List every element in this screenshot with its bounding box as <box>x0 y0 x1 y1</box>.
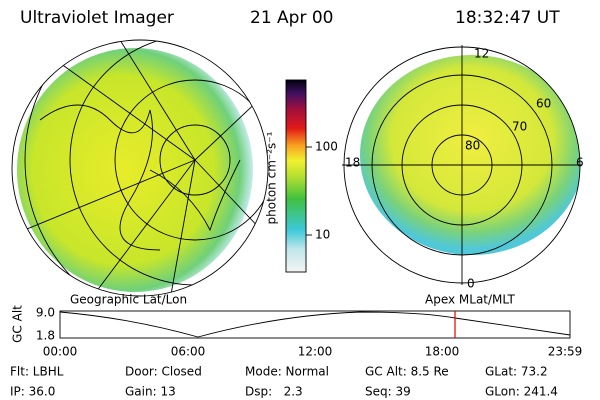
colorbar <box>285 79 312 273</box>
mlt-label: 0 <box>467 277 475 291</box>
time: 18:32:47 UT <box>455 8 560 28</box>
info-field: Gain: 13 <box>125 385 176 399</box>
apex-image <box>342 45 582 285</box>
panel-label: Geographic Lat/Lon <box>70 293 187 307</box>
x-tick: 12:00 <box>298 345 333 359</box>
lat-label: 70 <box>512 120 527 134</box>
info-field: Mode: Normal <box>245 365 329 379</box>
colorbar-label: photon cm⁻²s⁻¹ <box>265 131 279 224</box>
y-tick: 1.8 <box>36 329 55 343</box>
colorbar-tick: 100 <box>315 140 338 154</box>
info-field: IP: 36.0 <box>10 385 55 399</box>
panel-label: Apex MLat/MLT <box>425 293 515 307</box>
colorbar-tick: 10 <box>315 228 330 242</box>
y-tick: 9.0 <box>36 306 55 320</box>
info-field: GLon: 241.4 <box>485 385 558 399</box>
altitude-plot <box>59 310 571 339</box>
geographic-image <box>11 39 269 297</box>
x-tick: 06:00 <box>171 345 206 359</box>
info-field: Flt: LBHL <box>10 365 64 379</box>
x-tick: 00:00 <box>43 345 78 359</box>
info-field: GLat: 73.2 <box>485 365 548 379</box>
info-field: Door: Closed <box>125 365 202 379</box>
mlt-label: 18 <box>345 156 360 170</box>
lat-label: 60 <box>536 97 551 111</box>
x-tick: 23:59 <box>548 345 583 359</box>
info-field: Seq: 39 <box>365 385 411 399</box>
mlt-label: 6 <box>576 156 584 170</box>
mlt-label: 12 <box>474 47 489 61</box>
y-label: GC Alt <box>11 305 25 343</box>
title: Ultraviolet Imager <box>20 8 174 28</box>
info-field: Dsp: 2.3 <box>245 385 303 399</box>
info-field: GC Alt: 8.5 Re <box>365 365 449 379</box>
date: 21 Apr 00 <box>250 8 333 28</box>
info: Flt: LBHL Door: Closed Mode: Normal GC Alt:… <box>10 365 558 399</box>
lat-label: 80 <box>465 139 480 153</box>
x-tick: 18:00 <box>425 345 460 359</box>
